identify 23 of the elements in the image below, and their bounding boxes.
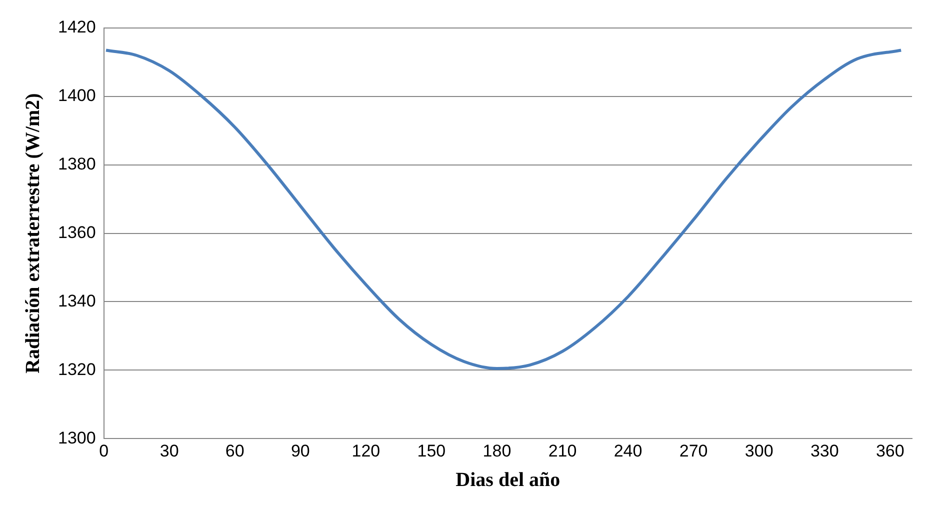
x-tick-label: 0 bbox=[99, 441, 109, 460]
x-tick-label: 300 bbox=[744, 441, 774, 460]
x-axis-title: Dias del año bbox=[456, 469, 560, 492]
y-tick-label: 1320 bbox=[58, 360, 96, 379]
x-tick-label: 120 bbox=[352, 441, 380, 460]
y-tick-label: 1360 bbox=[58, 222, 96, 242]
y-tick-label: 1340 bbox=[58, 291, 96, 310]
y-tick-label: 1420 bbox=[58, 18, 96, 37]
x-tick-label: 90 bbox=[290, 441, 310, 460]
x-tick-label: 210 bbox=[548, 441, 577, 460]
y-tick-label: 1400 bbox=[58, 86, 96, 106]
y-tick-label: 1380 bbox=[58, 154, 96, 174]
x-tick-label: 360 bbox=[876, 441, 904, 460]
x-tick-label: 180 bbox=[482, 441, 512, 460]
x-tick-label: 150 bbox=[417, 441, 446, 460]
x-tick-label: 240 bbox=[614, 441, 642, 460]
line-series bbox=[104, 48, 903, 370]
x-tick-label: 30 bbox=[160, 441, 179, 460]
x-tick-label: 60 bbox=[225, 441, 244, 460]
y-axis-title: Radiación extraterrestre (W/m2) bbox=[22, 93, 44, 374]
x-tick-label: 270 bbox=[679, 441, 708, 460]
x-tick-label: 330 bbox=[810, 441, 839, 460]
y-tick-label: 1300 bbox=[58, 428, 96, 448]
